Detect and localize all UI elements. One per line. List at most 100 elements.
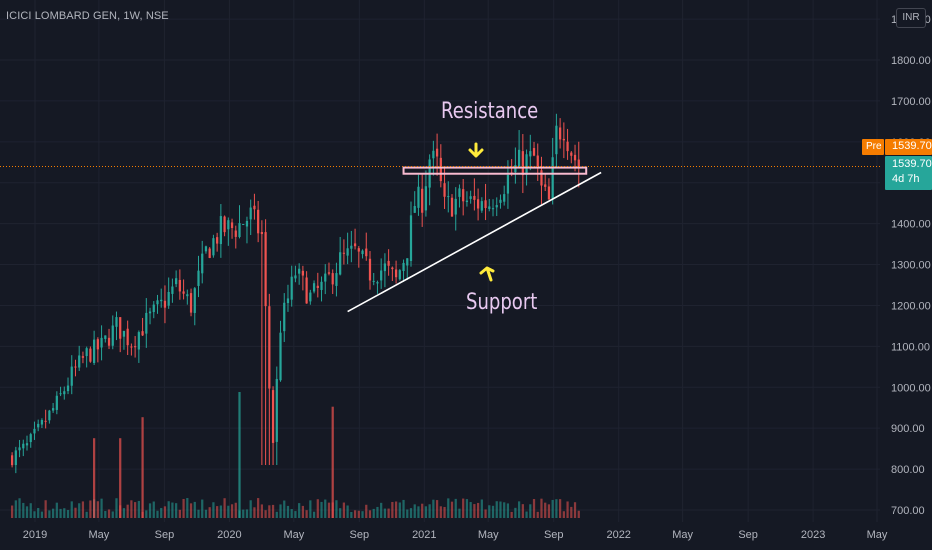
pre-tag-box bbox=[862, 139, 884, 155]
candle-body bbox=[480, 201, 483, 211]
candle-body bbox=[320, 281, 323, 290]
volume-bar bbox=[96, 501, 99, 518]
volume-bar bbox=[510, 511, 513, 518]
volume-bar bbox=[208, 507, 211, 518]
volume-bar bbox=[264, 510, 267, 518]
candle-body bbox=[361, 250, 364, 255]
price-tick-label: 1700.00 bbox=[891, 96, 931, 108]
candle-body bbox=[216, 237, 219, 244]
candle-body bbox=[525, 154, 528, 175]
candle-body bbox=[365, 248, 368, 257]
volume-bar bbox=[260, 504, 263, 518]
candle-body bbox=[503, 194, 506, 202]
resistance-box[interactable] bbox=[402, 166, 588, 175]
candle-body bbox=[476, 199, 480, 209]
candle-body bbox=[547, 186, 551, 200]
volume-bar bbox=[111, 511, 114, 518]
volume-bar bbox=[327, 502, 331, 518]
volume-bar bbox=[137, 500, 140, 518]
candle-body bbox=[104, 335, 107, 339]
candle-body bbox=[201, 253, 204, 274]
volume-bar bbox=[286, 505, 290, 518]
volume-bar bbox=[163, 506, 167, 518]
volume-bar bbox=[186, 498, 189, 518]
volume-bar bbox=[290, 509, 293, 518]
volume-bar bbox=[212, 502, 215, 518]
candle-body bbox=[413, 206, 416, 213]
candle-body bbox=[257, 209, 260, 234]
candle-body bbox=[536, 155, 539, 168]
volume-bar bbox=[484, 509, 487, 518]
candle-body bbox=[555, 125, 558, 155]
candle-body bbox=[462, 189, 465, 202]
candle-body bbox=[148, 311, 152, 314]
candle-body bbox=[29, 434, 32, 443]
volume-bar bbox=[529, 504, 532, 518]
candle-body bbox=[566, 141, 569, 152]
volume-bar bbox=[81, 501, 85, 518]
candle-body bbox=[424, 186, 428, 211]
candle-body bbox=[66, 385, 70, 392]
volume-spike bbox=[119, 438, 122, 518]
candle-body bbox=[89, 348, 92, 362]
volume-bar bbox=[432, 499, 435, 518]
candle-body bbox=[126, 328, 129, 346]
pre-price-box bbox=[885, 139, 932, 155]
candle-body bbox=[499, 199, 502, 203]
volume-bar bbox=[40, 511, 44, 518]
volume-bar bbox=[540, 498, 543, 518]
candle-body bbox=[398, 270, 401, 280]
volume-bar bbox=[122, 508, 126, 518]
candle-body bbox=[458, 188, 461, 197]
candle-body bbox=[342, 252, 346, 254]
candle-body bbox=[353, 243, 357, 247]
time-axis[interactable]: 2019 May Sep 2020 May Sep 2021 May Sep 2022 May Sep… bbox=[23, 529, 888, 541]
volume-bar bbox=[547, 504, 551, 518]
volume-bar bbox=[480, 499, 483, 518]
candle-body bbox=[331, 273, 334, 285]
candle-body bbox=[439, 157, 442, 182]
volume-bar bbox=[447, 498, 450, 518]
volume-bar bbox=[253, 507, 256, 518]
price-axis[interactable]: 700.00 800.00 900.00 1000.00 1100.00 1200.00 1… bbox=[891, 14, 931, 517]
price-tick-label: 700.00 bbox=[891, 505, 925, 517]
symbol-title[interactable]: ICICI LOMBARD GEN, 1W, NSE bbox=[6, 10, 169, 22]
time-tick-label: 2019 bbox=[23, 529, 47, 541]
volume-bar bbox=[44, 500, 47, 518]
arrow-stroke bbox=[468, 142, 484, 158]
candle-body bbox=[409, 215, 413, 261]
candle-body bbox=[286, 298, 290, 304]
candle-body bbox=[488, 206, 491, 209]
candle-body bbox=[193, 288, 196, 313]
volume-bar bbox=[283, 500, 286, 518]
volume-bar bbox=[10, 505, 14, 518]
candle-body bbox=[570, 152, 573, 156]
volume-bar bbox=[145, 510, 148, 518]
volume-bar bbox=[201, 499, 204, 518]
volume-bar bbox=[66, 510, 70, 518]
candle-body bbox=[100, 337, 103, 348]
volume-bar bbox=[160, 507, 163, 518]
volume-bar bbox=[14, 500, 17, 518]
candle-body bbox=[59, 393, 62, 395]
candle-body bbox=[96, 339, 99, 350]
volume-bar bbox=[78, 503, 81, 518]
candle-body bbox=[402, 262, 405, 272]
candle-body bbox=[551, 157, 554, 199]
volume-bar bbox=[435, 500, 439, 518]
volume-bar bbox=[536, 511, 539, 518]
candle-body bbox=[22, 443, 25, 449]
currency-badge[interactable]: INR bbox=[896, 8, 926, 28]
volume-bar bbox=[357, 510, 360, 518]
candle-body bbox=[48, 410, 51, 421]
candle-body bbox=[40, 420, 44, 425]
volume-bar bbox=[126, 504, 129, 518]
candle-body bbox=[230, 222, 234, 228]
support-trendline[interactable] bbox=[347, 171, 602, 313]
volume-bar bbox=[324, 499, 327, 518]
volume-bar bbox=[257, 498, 260, 518]
candle-body bbox=[443, 183, 446, 197]
candle-body bbox=[514, 165, 517, 173]
candle-body bbox=[171, 286, 174, 294]
